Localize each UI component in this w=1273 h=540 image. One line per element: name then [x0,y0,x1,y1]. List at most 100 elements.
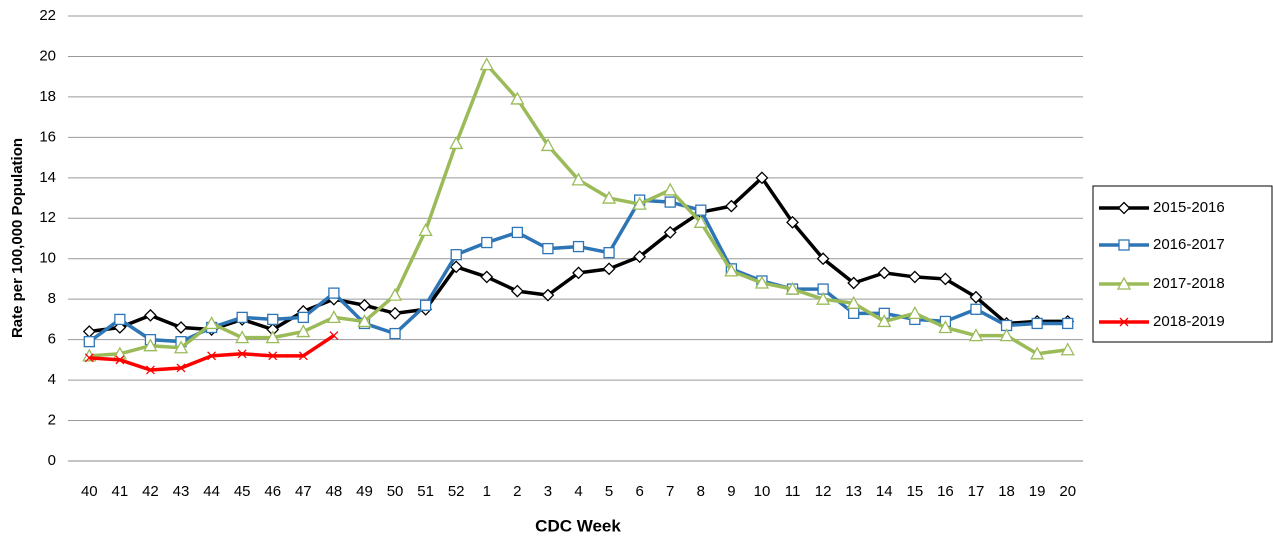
x-tick-label: 6 [635,483,643,500]
marker [480,270,494,284]
x-tick-label: 40 [81,483,98,500]
x-tick-label: 42 [142,483,159,500]
x-tick-label: 51 [417,483,434,500]
marker [173,340,189,354]
marker [572,240,585,253]
legend-label: 2018-2019 [1153,313,1225,330]
marker [236,311,248,324]
y-tick-label: 14 [39,169,56,186]
marker [1031,317,1043,330]
marker [419,299,432,311]
marker [968,328,984,342]
x-tick-label: 2 [513,483,521,500]
marker [695,204,707,216]
x-tick-label: 15 [906,483,923,500]
marker [144,308,157,322]
marker [602,262,616,276]
x-tick-label: 47 [295,483,312,500]
x-tick-label: 7 [666,483,674,500]
x-tick-label: 11 [785,483,801,500]
marker [174,321,188,334]
x-tick-label: 43 [173,483,190,500]
marker [969,290,983,304]
x-tick-label: 17 [968,483,985,500]
y-tick-label: 2 [48,412,56,429]
x-tick-label: 18 [998,483,1015,500]
marker [846,295,861,309]
marker [328,287,340,299]
marker [511,226,523,239]
marker [908,270,922,284]
marker [542,242,554,255]
series-line [89,176,1068,334]
marker [297,311,309,324]
x-tick-label: 8 [697,483,705,500]
marker [786,215,799,229]
marker [816,291,831,305]
y-tick-label: 20 [39,47,56,64]
marker [785,281,800,295]
marker [938,272,952,286]
series-line [89,62,1068,358]
x-tick-label: 44 [203,483,220,500]
marker [663,182,678,196]
marker [479,57,494,71]
y-tick-label: 6 [48,331,56,348]
marker [388,306,402,320]
x-axis-title: CDC Week [535,516,621,535]
marker [755,171,769,185]
x-tick-label: 20 [1059,483,1076,500]
marker [633,250,647,264]
marker [83,336,95,348]
marker [970,303,982,315]
marker [847,276,861,290]
marker [1060,342,1075,356]
x-tick-label: 45 [234,483,251,500]
marker [143,338,158,352]
y-tick-label: 4 [48,371,56,388]
y-axis-title: Rate per 100,000 Population [9,138,26,338]
marker [267,313,279,326]
x-tick-label: 48 [326,483,343,500]
marker [268,351,278,361]
marker [754,275,770,289]
x-tick-label: 14 [876,483,893,500]
marker [481,236,493,249]
marker [114,313,126,326]
y-tick-label: 10 [39,250,56,267]
marker [603,247,615,259]
marker [571,172,586,186]
x-tick-label: 3 [544,483,552,500]
marker [663,226,677,239]
marker [449,136,464,150]
marker [237,349,247,359]
marker [450,249,462,261]
x-tick-label: 50 [387,483,404,500]
marker [449,260,463,274]
marker [541,288,555,302]
marker [358,298,371,312]
x-tick-label: 1 [483,483,491,500]
x-tick-label: 52 [448,483,465,500]
marker [389,327,401,340]
marker [632,196,647,210]
y-tick-label: 16 [39,128,56,145]
marker [176,363,186,373]
marker [877,266,891,280]
marker [418,223,433,237]
marker [145,365,155,375]
marker [999,328,1014,342]
x-tick-label: 4 [574,483,582,500]
legend-label: 2016-2017 [1153,236,1225,253]
marker [510,91,525,105]
marker [572,266,585,280]
marker [329,331,339,341]
y-tick-label: 22 [39,7,56,24]
marker [693,214,708,228]
marker [204,316,219,330]
marker [115,355,125,365]
marker [1116,276,1132,290]
marker [1118,239,1130,251]
marker [724,199,738,213]
